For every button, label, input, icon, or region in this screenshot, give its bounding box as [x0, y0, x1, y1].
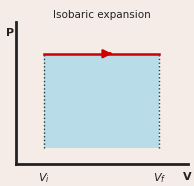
- Title: Isobaric expansion: Isobaric expansion: [53, 10, 151, 20]
- Text: $V_i$: $V_i$: [38, 171, 50, 185]
- Bar: [44, 54, 159, 148]
- Text: P: P: [6, 28, 14, 38]
- Text: V: V: [183, 171, 192, 182]
- Text: $V_f$: $V_f$: [153, 171, 166, 185]
